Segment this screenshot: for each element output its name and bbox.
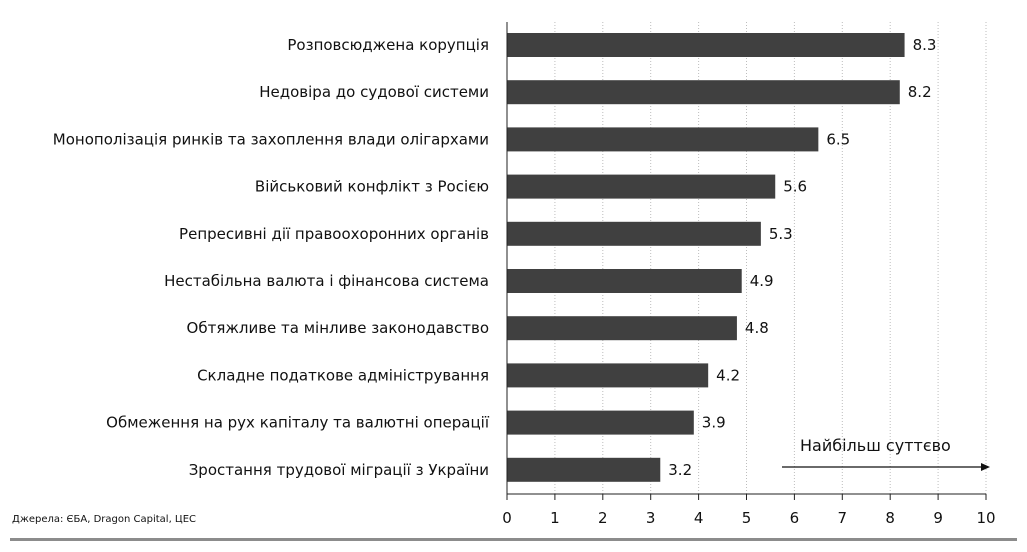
category-label: Нестабільна валюта і фінансова система	[164, 272, 489, 290]
bar	[507, 221, 761, 246]
bar	[507, 174, 776, 199]
annotation-arrowhead	[981, 463, 990, 471]
x-tick-label: 5	[742, 509, 752, 527]
bar	[507, 457, 661, 482]
category-label: Недовіра до судової системи	[259, 83, 489, 101]
category-label: Репресивні дії правоохоронних органів	[179, 225, 489, 243]
source-note: Джерела: ЄБА, Dragon Capital, ЦЕС	[12, 514, 196, 525]
category-label: Розповсюджена корупція	[287, 36, 489, 54]
value-label: 6.5	[826, 130, 850, 148]
annotation-label: Найбільш суттєво	[800, 436, 951, 455]
bar	[507, 127, 819, 152]
x-tick-label: 8	[885, 509, 895, 527]
x-tick-label: 1	[550, 509, 560, 527]
value-label: 8.3	[913, 36, 937, 54]
value-label: 4.8	[745, 319, 769, 337]
value-label: 3.9	[702, 414, 726, 432]
category-label: Обтяжливе та мінливе законодавство	[187, 319, 489, 337]
value-label: 8.2	[908, 83, 932, 101]
value-label: 4.2	[716, 366, 740, 384]
value-label: 4.9	[750, 272, 774, 290]
category-label: Монополізація ринків та захоплення влади…	[53, 130, 489, 148]
x-tick-label: 6	[790, 509, 800, 527]
category-label: Зростання трудової міграції з України	[189, 461, 489, 479]
x-tick-label: 9	[933, 509, 943, 527]
bottom-rule	[10, 538, 1017, 541]
bar	[507, 80, 900, 105]
bar	[507, 363, 709, 388]
bar	[507, 269, 742, 293]
value-label: 3.2	[668, 461, 692, 479]
bar	[507, 316, 737, 341]
value-label: 5.3	[769, 225, 793, 243]
x-tick-label: 3	[646, 509, 656, 527]
category-label: Військовий конфлікт з Росією	[255, 178, 489, 196]
category-label: Обмеження на рух капіталу та валютні опе…	[106, 414, 490, 432]
category-label: Складне податкове адміністрування	[197, 366, 489, 384]
x-tick-label: 7	[838, 509, 848, 527]
x-tick-label: 10	[976, 509, 995, 527]
x-tick-label: 4	[694, 509, 704, 527]
bar	[507, 33, 905, 57]
bar	[507, 410, 694, 435]
value-label: 5.6	[783, 178, 807, 196]
x-tick-label: 0	[502, 509, 512, 527]
x-tick-label: 2	[598, 509, 608, 527]
